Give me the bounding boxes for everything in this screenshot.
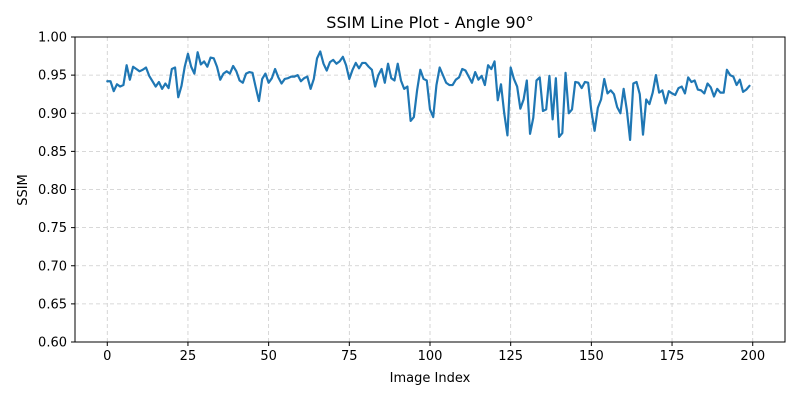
x-tick-label: 175 [660, 349, 685, 364]
chart-title: SSIM Line Plot - Angle 90° [326, 13, 533, 32]
y-tick-label: 0.65 [38, 297, 67, 312]
y-tick-label: 0.90 [38, 107, 67, 122]
x-tick-label: 125 [498, 349, 523, 364]
y-tick-label: 0.85 [38, 145, 67, 160]
y-tick-label: 1.00 [38, 31, 67, 46]
x-tick-label: 75 [341, 349, 358, 364]
y-tick-label: 0.75 [38, 221, 67, 236]
x-tick-label: 0 [103, 349, 111, 364]
x-tick-label: 50 [260, 349, 277, 364]
x-tick-label: 25 [180, 349, 197, 364]
y-tick-label: 0.60 [38, 336, 67, 351]
x-tick-label: 150 [579, 349, 604, 364]
x-tick-label: 200 [740, 349, 765, 364]
ssim-series-line [106, 50, 751, 142]
y-tick-label: 0.95 [38, 69, 67, 84]
y-tick-label: 0.80 [38, 183, 67, 198]
x-tick-label: 100 [418, 349, 443, 364]
y-axis-label: SSIM [16, 174, 31, 206]
series-layer [106, 50, 751, 142]
x-axis-label: Image Index [390, 371, 471, 386]
y-tick-label: 0.70 [38, 259, 67, 274]
ticks-layer: 0 25 50 75 100 125 150 175 200 0.60 0.65 0.70 0.75 0.… [38, 31, 765, 365]
